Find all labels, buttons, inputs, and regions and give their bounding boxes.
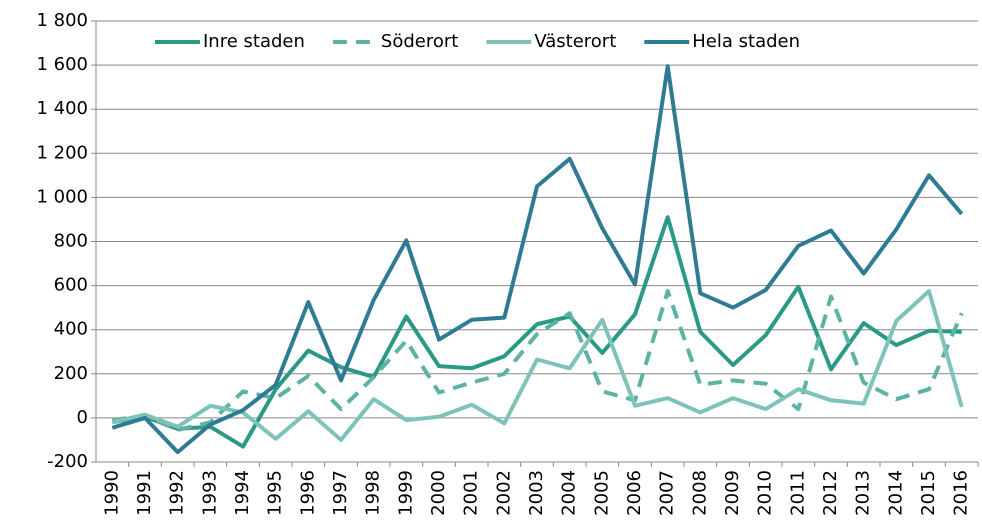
x-tick-label: 1995 bbox=[265, 470, 286, 516]
y-tick-label: 200 bbox=[54, 363, 88, 384]
y-tick-label: 400 bbox=[54, 319, 88, 340]
x-tick-label: 1999 bbox=[395, 470, 416, 516]
x-tick-label: 2002 bbox=[493, 470, 514, 516]
x-tick-label: 2013 bbox=[853, 470, 874, 516]
y-tick-label: 1 200 bbox=[36, 142, 88, 163]
legend-label: Inre staden bbox=[203, 31, 305, 52]
x-tick-label: 2003 bbox=[526, 470, 547, 516]
x-tick-label: 2000 bbox=[428, 470, 449, 516]
y-tick-label: 1 600 bbox=[36, 54, 88, 75]
series-line bbox=[111, 64, 964, 455]
x-tick-label: 2011 bbox=[787, 470, 808, 516]
x-tick-label: 2005 bbox=[591, 470, 612, 516]
y-tick-label: 600 bbox=[54, 275, 88, 296]
y-tick-label: 1 400 bbox=[36, 98, 88, 119]
y-tick-label: -200 bbox=[47, 451, 88, 472]
x-tick-label: 2012 bbox=[820, 470, 841, 516]
x-tick-label: 2006 bbox=[624, 470, 645, 516]
x-tick-label: 1998 bbox=[363, 470, 384, 516]
x-tick-label: 2001 bbox=[461, 470, 482, 516]
x-tick-label: 2014 bbox=[885, 470, 906, 516]
x-tick-label: 2015 bbox=[918, 470, 939, 516]
legend-label: Hela staden bbox=[692, 31, 800, 52]
x-tick-label: 1994 bbox=[232, 470, 253, 516]
y-tick-label: 1 800 bbox=[36, 10, 88, 31]
series-line bbox=[111, 289, 964, 442]
x-tick-label: 1993 bbox=[199, 470, 220, 516]
x-tick-label: 2004 bbox=[559, 470, 580, 516]
x-tick-label: 2007 bbox=[657, 470, 678, 516]
y-tick-label: 1 000 bbox=[36, 186, 88, 207]
y-tick-label: 0 bbox=[77, 407, 88, 428]
x-tick-label: 2010 bbox=[755, 470, 776, 516]
x-tick-label: 2016 bbox=[951, 470, 972, 516]
x-tick-label: 1990 bbox=[101, 470, 122, 516]
x-tick-label: 1991 bbox=[134, 470, 155, 516]
x-tick-label: 1996 bbox=[297, 470, 318, 516]
legend-label: Söderort bbox=[381, 31, 458, 52]
x-tick-label: 2009 bbox=[722, 470, 743, 516]
y-tick-label: 800 bbox=[54, 231, 88, 252]
series-line bbox=[112, 289, 964, 432]
x-tick-label: 2008 bbox=[689, 470, 710, 516]
x-tick-label: 1992 bbox=[167, 470, 188, 516]
x-tick-label: 1997 bbox=[330, 470, 351, 516]
series-line bbox=[111, 215, 962, 449]
legend-label: Västerort bbox=[534, 31, 616, 52]
